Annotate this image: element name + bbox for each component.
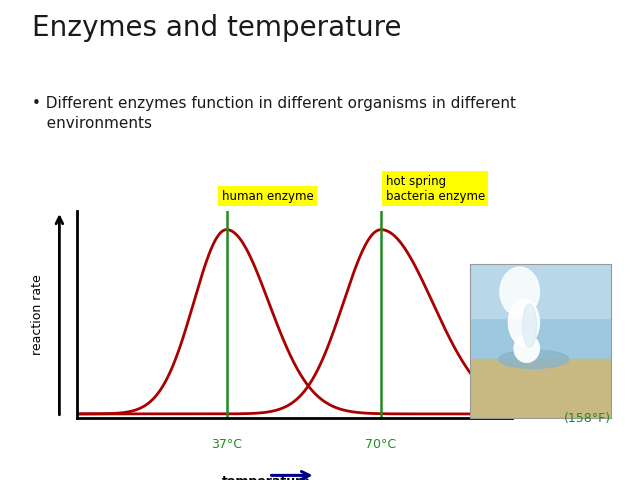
Text: 37°C: 37°C (211, 438, 242, 451)
Text: temperature: temperature (222, 475, 310, 480)
Ellipse shape (508, 300, 540, 346)
Ellipse shape (522, 304, 536, 347)
Bar (470, 264, 611, 359)
Text: human enzyme: human enzyme (222, 190, 314, 203)
Text: reaction rate: reaction rate (31, 274, 44, 355)
Text: • Different enzymes function in different organisms in different
   environments: • Different enzymes function in differen… (32, 96, 516, 131)
Text: 70°C: 70°C (365, 438, 397, 451)
Bar (470, 359, 611, 418)
Text: Enzymes and temperature: Enzymes and temperature (32, 14, 401, 42)
Ellipse shape (500, 267, 540, 316)
Bar (470, 264, 611, 318)
Ellipse shape (514, 335, 540, 362)
Text: hot spring
bacteria enzyme: hot spring bacteria enzyme (386, 175, 485, 203)
Ellipse shape (499, 350, 569, 369)
Text: (158°F): (158°F) (564, 412, 611, 425)
